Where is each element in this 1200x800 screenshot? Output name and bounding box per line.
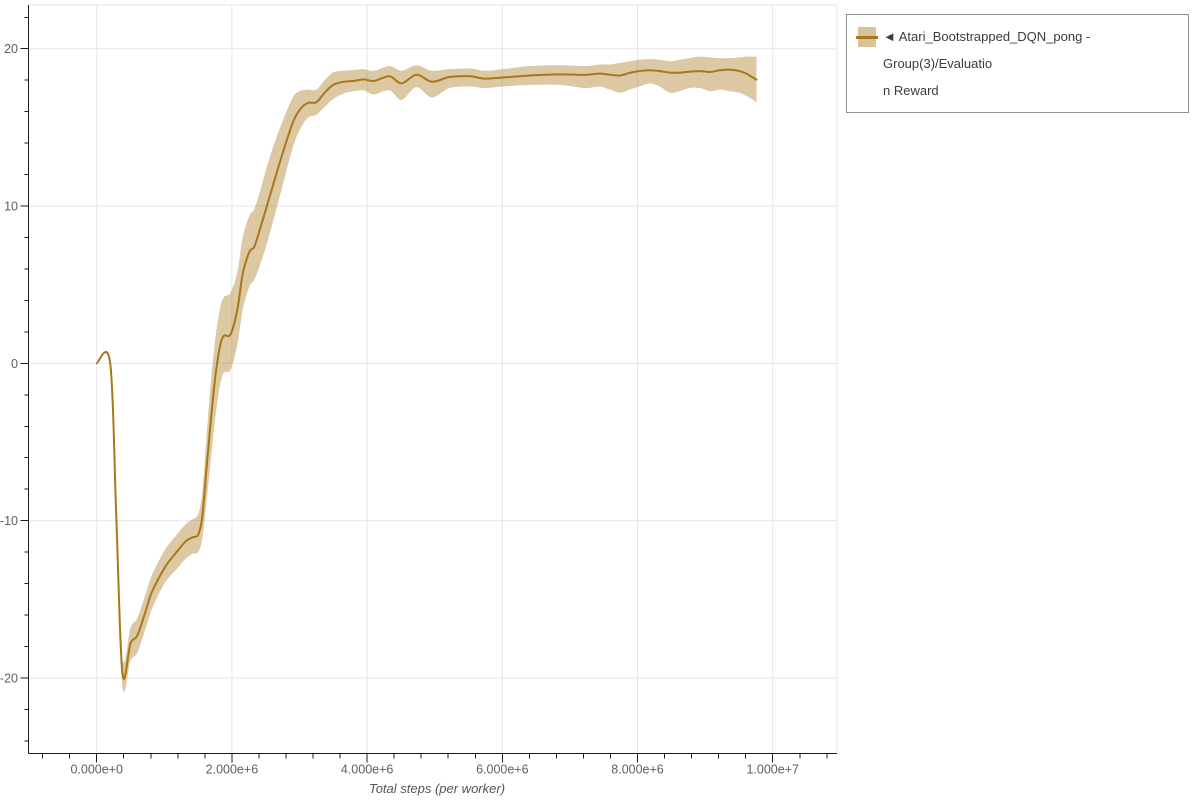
legend: ◄ Atari_Bootstrapped_DQN_pong - Group(3)… [846,14,1189,113]
y-tick-label: 0 [11,357,18,371]
x-tick-label: 4.000e+6 [341,763,394,777]
y-tick-label: 10 [4,200,18,214]
series-line [95,68,758,680]
x-tick-label: 1.000e+7 [746,763,799,777]
axis-ticks [20,16,828,763]
legend-label-line-2: n Reward [883,83,939,98]
x-tick-label: 0.000e+0 [70,763,123,777]
y-tick-label: -20 [0,671,18,685]
series-band [96,56,757,693]
grid-lines [28,5,837,754]
y-tick-label: 20 [4,42,18,56]
x-axis-title: Total steps (per worker) [368,781,506,796]
legend-label-line-1: ◄ Atari_Bootstrapped_DQN_pong - Group(3)… [883,29,1091,71]
x-tick-label: 6.000e+6 [476,763,529,777]
legend-line-swatch-icon [856,36,878,39]
y-tick-label: -10 [0,514,18,528]
plot-outline [28,4,838,754]
tick-labels: 0.000e+0 2.000e+6 4.000e+6 6.000e+6 8.000e+6… [0,42,799,776]
legend-item[interactable]: ◄ Atari_Bootstrapped_DQN_pong - Group(3)… [847,15,1188,112]
axes [28,5,837,754]
x-tick-label: 2.000e+6 [206,763,259,777]
x-tick-label: 8.000e+6 [611,763,664,777]
